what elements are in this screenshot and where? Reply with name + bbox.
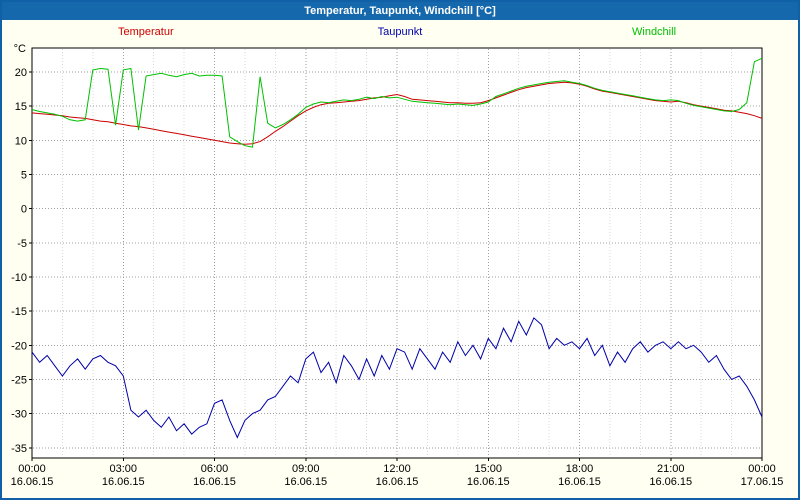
svg-text:12:00: 12:00 (383, 463, 411, 475)
svg-text:16.06.15: 16.06.15 (558, 476, 601, 488)
svg-text:21:00: 21:00 (657, 463, 685, 475)
svg-text:00:00: 00:00 (748, 463, 776, 475)
svg-text:06:00: 06:00 (201, 463, 229, 475)
svg-text:5: 5 (21, 169, 27, 181)
svg-text:17.06.15: 17.06.15 (741, 476, 784, 488)
svg-text:16.06.15: 16.06.15 (193, 476, 236, 488)
temperatur-series-line (31, 81, 763, 145)
chart-canvas: 20151050-5-10-15-20-25-30-3500:0016.06.1… (11, 43, 784, 488)
svg-text:16.06.15: 16.06.15 (649, 476, 692, 488)
legend: Temperatur Taupunkt Windchill (2, 26, 798, 40)
legend-taupunkt-label: Taupunkt (377, 26, 423, 38)
svg-text:03:00: 03:00 (109, 463, 137, 475)
svg-text:-20: -20 (11, 340, 27, 352)
window-title: Temperatur, Taupunkt, Windchill [°C] (304, 5, 496, 17)
svg-text:18:00: 18:00 (566, 463, 594, 475)
taupunkt-series-line (31, 317, 763, 439)
svg-text:10: 10 (15, 135, 27, 147)
svg-text:16.06.15: 16.06.15 (376, 476, 419, 488)
svg-text:-30: -30 (11, 409, 27, 421)
svg-text:°C: °C (14, 43, 26, 55)
svg-text:0: 0 (21, 204, 27, 216)
svg-text:16.06.15: 16.06.15 (11, 476, 54, 488)
svg-text:09:00: 09:00 (292, 463, 320, 475)
svg-text:16.06.15: 16.06.15 (284, 476, 327, 488)
svg-text:16.06.15: 16.06.15 (102, 476, 145, 488)
chart-area: Temperatur Taupunkt Windchill 20 15 10 5 0 -5… (2, 20, 798, 498)
svg-text:-15: -15 (11, 306, 27, 318)
svg-text:-25: -25 (11, 374, 27, 386)
svg-text:-10: -10 (11, 272, 27, 284)
svg-text:00:00: 00:00 (18, 463, 46, 475)
svg-text:15: 15 (15, 101, 27, 113)
window-title-bar: Temperatur, Taupunkt, Windchill [°C] (2, 2, 798, 20)
svg-text:16.06.15: 16.06.15 (467, 476, 510, 488)
legend-temperatur-label: Temperatur (118, 26, 174, 38)
windchill-series-line (31, 57, 763, 148)
svg-text:15:00: 15:00 (474, 463, 502, 475)
svg-text:-35: -35 (11, 443, 27, 455)
svg-text:20: 20 (15, 67, 27, 79)
legend-windchill-label: Windchill (632, 26, 677, 38)
svg-text:-5: -5 (17, 238, 27, 250)
